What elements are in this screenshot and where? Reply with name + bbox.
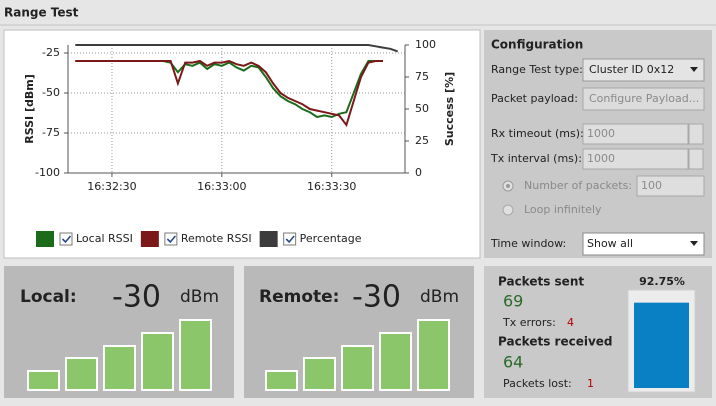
type-label: Range Test type: — [491, 63, 583, 76]
legend-label: Local RSSI — [76, 232, 133, 245]
received-value: 64 — [503, 353, 523, 372]
tx-label: Tx interval (ms): — [490, 152, 582, 165]
loop-radio[interactable] — [502, 204, 514, 216]
y-axis-title: RSSI [dBm] — [23, 74, 36, 144]
tx-value: 1000 — [587, 152, 615, 165]
packets-label: Number of packets: — [524, 179, 632, 192]
remote-unit: dBm — [420, 287, 459, 307]
local-value: -30 — [112, 280, 161, 315]
remote-value: -30 — [352, 280, 401, 315]
legend-swatch — [259, 231, 278, 247]
window-value: Show all — [587, 237, 633, 250]
legend: Local RSSI Remote RSSI Percentage — [36, 231, 362, 247]
signal-bar — [265, 370, 298, 391]
signal-bar — [103, 345, 136, 391]
x-tick-label: 16:33:30 — [307, 180, 356, 193]
radio-dot — [506, 184, 510, 188]
y2-tick-label: 0 — [415, 166, 422, 179]
series-line — [75, 59, 383, 128]
x-tick-label: 16:33:00 — [197, 180, 246, 193]
y2-tick-label: 25 — [415, 134, 429, 147]
window-select[interactable] — [582, 232, 705, 256]
packets-value: 100 — [641, 179, 662, 192]
dropdown-arrow — [690, 67, 698, 72]
legend-swatch — [36, 231, 54, 247]
rx-value: 1000 — [587, 127, 615, 140]
signal-bar — [379, 332, 412, 391]
x-tick-label: 16:32:30 — [87, 180, 136, 193]
y-tick-label: -75 — [42, 126, 60, 139]
sent-value: 69 — [503, 292, 523, 311]
y-tick-label: -50 — [42, 86, 60, 99]
sent-label: Packets sent — [498, 275, 584, 289]
window-title: Range Test — [4, 6, 79, 20]
type-value: Cluster ID 0x12 — [589, 63, 674, 76]
y-tick-label: -100 — [35, 166, 60, 179]
signal-bar — [65, 357, 98, 391]
y2-axis-title: Success [%] — [443, 72, 456, 146]
check-mark — [61, 235, 72, 244]
tx-errors-value: 4 — [567, 316, 574, 329]
check-mark — [285, 235, 295, 244]
loop-label: Loop infinitely — [524, 203, 602, 216]
legend-label: Remote RSSI — [181, 232, 252, 245]
chart-panel — [3, 29, 481, 259]
success-bar — [634, 302, 689, 388]
legend-checkbox[interactable] — [59, 232, 73, 246]
legend-checkbox[interactable] — [283, 232, 297, 246]
lost-value: 1 — [587, 377, 594, 390]
rx-label: Rx timeout (ms): — [491, 127, 584, 140]
legend-swatch — [140, 231, 159, 247]
window-label: Time window: — [490, 237, 566, 250]
dropdown-arrow — [690, 241, 698, 246]
signal-bars — [27, 319, 212, 391]
y2-tick-label: 75 — [415, 70, 429, 83]
signal-bar — [27, 370, 60, 391]
local-label: Local: — [20, 287, 77, 307]
lost-label: Packets lost: — [503, 377, 572, 390]
y2-tick-label: 100 — [415, 38, 436, 51]
payload-button-text: Configure Payload... — [589, 92, 699, 105]
tx-input[interactable] — [582, 148, 689, 170]
signal-bar — [417, 319, 450, 391]
success-label: 92.75% — [639, 275, 685, 288]
config-title: Configuration — [491, 38, 583, 52]
series-line — [75, 44, 399, 53]
received-label: Packets received — [498, 335, 613, 349]
signal-bar — [303, 357, 336, 391]
type-select[interactable] — [582, 58, 705, 82]
local-unit: dBm — [180, 287, 219, 307]
legend-label: Percentage — [300, 232, 362, 245]
signal-bar — [341, 345, 374, 391]
rx-spinner[interactable] — [688, 123, 704, 145]
signal-bars — [265, 319, 450, 391]
y2-tick-label: 50 — [415, 102, 429, 115]
tx-spinner[interactable] — [688, 148, 704, 170]
y-tick-label: -25 — [42, 46, 60, 59]
axis-frame — [67, 45, 406, 174]
tx-errors-label: Tx errors: — [502, 316, 556, 329]
legend-checkbox[interactable] — [164, 232, 178, 246]
chart: -100 -75 -50 -25 0 25 50 75 100 16:32:30 16:33:00 1… — [35, 38, 436, 193]
packets-input[interactable] — [636, 175, 705, 197]
signal-bar — [179, 319, 212, 391]
payload-button[interactable] — [582, 87, 705, 111]
payload-label: Packet payload: — [491, 92, 578, 105]
remote-label: Remote: — [259, 287, 339, 307]
rx-input[interactable] — [582, 123, 689, 145]
check-mark — [166, 235, 176, 244]
signal-bar — [141, 332, 174, 391]
